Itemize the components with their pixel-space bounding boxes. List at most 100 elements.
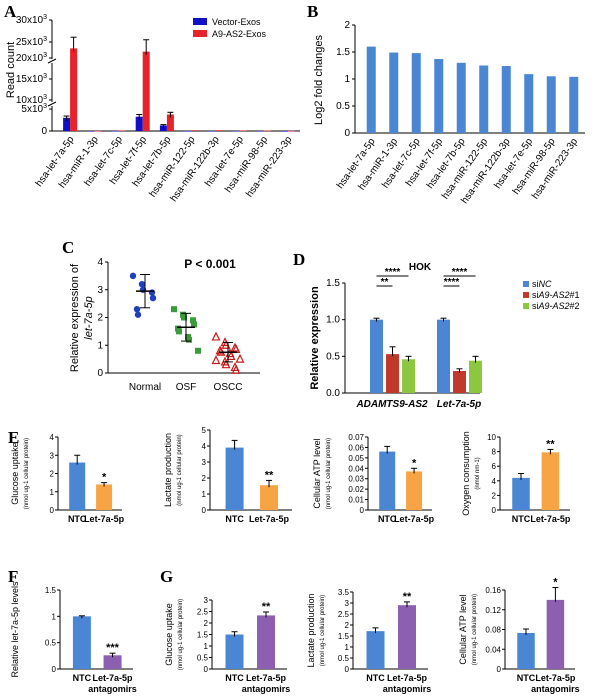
panel-d-legend-label: siNC [532,279,552,289]
panel-e1-bar [69,462,86,510]
panel-a-bar [166,114,174,131]
panel-c-point-osf [191,321,197,328]
panel-b-bar [569,76,579,133]
panel-a-bar [63,117,71,131]
panel-a-bar [232,130,240,132]
panel-e3-y-tick-label: 0.04 [348,464,364,473]
panel-a-bar [287,130,295,132]
panel-a-y-tick-label: 0 [41,126,47,137]
panel-a-break-low-1 [47,101,57,107]
panel-c-point-oscc [221,359,231,369]
panel-e4-y-label-units: (nmol nm-1) [475,457,481,489]
panel-c-y-tick-label: 0 [97,368,103,379]
panel-a-bar [263,130,271,132]
panel-e3-y-tick-label: 0.03 [348,475,364,484]
panel-c-point-normal [148,289,156,296]
panel-g2-bar [366,631,385,669]
panel-e1-bar [96,484,113,510]
panel-c-point-osf [176,328,182,335]
panel-f-bar [103,655,122,669]
panel-c-point-normal [133,305,141,313]
panel-g2-y-label-units: (nmol ug-1 cellular protein) [320,595,326,666]
panel-e1-x-tick-label: NTC [68,514,87,524]
panel-g2-y-tick-label: 3.5 [338,588,350,597]
panel-e3-y-tick-label: 0.02 [348,485,364,494]
panel-a-bar [215,130,223,131]
panel-a-y-tick-label: 5x103 [21,103,47,115]
panel-label-g: G [160,567,173,586]
panel-a-bar [118,130,126,132]
panel-e1-y-tick-label: 2 [50,470,55,479]
panel-a-y-tick-label: 15x103 [16,73,47,85]
panel-e2-bar [225,447,244,510]
panel-b-y-tick-label: 0.5 [336,101,350,112]
panel-g2-y-tick-label: 3 [345,599,350,608]
panel-f-y-label: Relative let-7a-5p levels [10,581,20,678]
panel-g2-y-tick-label: 2 [345,621,350,630]
panel-e2-y-tick-label: 0 [202,506,207,515]
panel-c-x-tick-label: OSCC [214,382,243,393]
panel-g3-x-tick-label: Let-7a-5p [535,673,576,683]
panel-b-y-tick-label: 2 [344,20,350,31]
panel-a-bar [94,130,102,132]
panel-a-bar [70,48,78,131]
panel-e1-y-tick-label: 3 [50,451,55,460]
panel-e1-y-tick-label: 1 [50,488,55,497]
panel-g1-x-tick-label: Let-7a-5p [246,673,287,683]
panel-g1-y-tick-label: 3 [204,596,209,605]
panel-g2-y-tick-label: 0.5 [338,654,350,663]
panel-e3-x-tick-label: Let-7a-5p [394,514,435,524]
panel-c-point-osf [195,347,201,354]
panel-g3-x-tick-label-line2: antagomirs [531,684,580,694]
panel-g2-x-tick-label-line2: antagomirs [383,684,432,694]
panel-c-y-tick-label: 4 [97,257,103,268]
panel-g2-y-tick-label: 2.5 [338,610,350,619]
panel-g1-bar [257,615,275,669]
panel-a-bar [280,130,288,132]
panel-b-bar [501,66,511,133]
panel-g3-bar [546,599,565,669]
panel-d-legend-label: siA9-AS2#2 [532,301,580,311]
panel-a-bar [208,130,216,132]
panel-c-y-tick-label: 3 [97,285,103,296]
panel-e4-y-tick-label: 8 [492,448,497,457]
panel-c-point-normal [149,294,157,302]
panel-b-bar [434,59,444,133]
panel-g2-y-tick-label: 1.5 [338,632,350,641]
panel-c-point-osf [171,306,177,313]
panel-g3-y-label-units: (nmol ug-1 cellular protein) [472,594,478,665]
panel-c-point-oscc [231,364,241,374]
panel-d-y-tick-label: 0.0 [326,388,340,399]
panel-e4-bar [512,477,530,510]
panel-a-legend-label: Vector-Exos [212,17,261,27]
panel-c-x-tick-label: Normal [129,382,161,393]
panel-e4-y-tick-label: 4 [492,477,497,486]
panel-d-legend-swatch [523,292,529,298]
panel-e3-y-tick-label: 0.05 [348,454,364,463]
panel-e4-y-tick-label: 10 [487,433,496,442]
panel-g1-y-tick-label: 2.5 [197,608,209,617]
panel-g1-y-tick-label: 2 [204,619,209,628]
panel-f-x-tick-label: NTC [73,673,92,683]
panel-b-bar [389,52,399,133]
panel-e1-y-tick-label: 0 [50,506,55,515]
panel-b-bar [456,62,466,133]
panel-c-point-normal [138,281,146,288]
panel-g3-y-tick-label: 0.12 [485,606,501,615]
panel-f-y-tick-label: 1.5 [45,586,57,595]
panel-e1-y-tick-label: 4 [50,433,55,442]
panel-b-bar [524,74,534,133]
panel-g3-significance: * [553,577,558,589]
panel-g2-x-tick-label: NTC [366,673,385,683]
panel-d-bar [469,360,482,393]
panel-c-y-label: Relative expression of [69,263,81,372]
panel-a-legend-label: A9-AS2-Exos [212,29,267,39]
panel-b-y-label: Log2 fold changes [313,35,325,125]
panel-c-point-oscc [211,331,221,341]
panel-f-significance: *** [106,642,120,654]
panel-g3-y-tick-label: 0.16 [485,586,501,595]
panel-g1-y-tick-label: 1 [204,642,209,651]
panel-b-y-tick-label: 0 [344,128,350,139]
panel-c-point-oscc [211,355,221,365]
panel-b-bar [479,65,489,133]
